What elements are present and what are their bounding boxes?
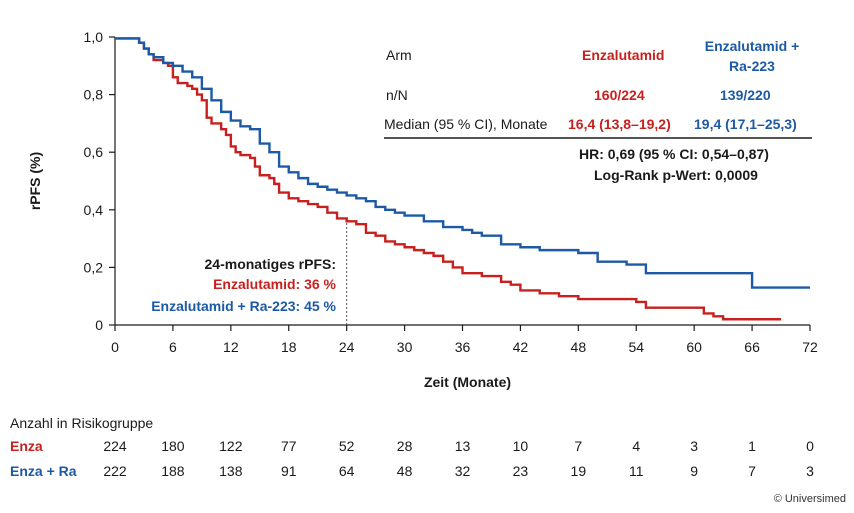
series-line-enzalutamid xyxy=(115,37,782,321)
risk-count-enzara: 32 xyxy=(454,463,471,479)
risk-count-enzara: 222 xyxy=(103,463,127,479)
risk-count-enzara: 138 xyxy=(219,463,243,479)
risk-table-title: Anzahl in Risikogruppe xyxy=(10,415,154,431)
x-tick-label: 18 xyxy=(281,339,297,355)
table-enzara-n: 139/220 xyxy=(720,87,771,103)
risk-count-enza: 52 xyxy=(338,438,355,454)
table-enza-median: 16,4 (13,8–19,2) xyxy=(568,116,671,132)
risk-count-enzara: 188 xyxy=(161,463,185,479)
y-tick-label: 0,6 xyxy=(84,144,104,160)
risk-count-enzara: 64 xyxy=(338,463,355,479)
risk-count-enzara: 3 xyxy=(806,463,814,479)
y-tick-label: 0,8 xyxy=(84,87,104,103)
table-arm-label: Arm xyxy=(386,47,412,63)
risk-count-enza: 0 xyxy=(806,438,814,454)
x-tick-label: 6 xyxy=(169,339,177,355)
risk-count-enzara: 48 xyxy=(396,463,413,479)
x-tick-label: 66 xyxy=(744,339,760,355)
risk-count-enzara: 23 xyxy=(512,463,529,479)
logrank-p-value: Log-Rank p-Wert: 0,0009 xyxy=(594,167,758,183)
risk-count-enza: 7 xyxy=(574,438,583,454)
x-tick-label: 30 xyxy=(397,339,413,355)
risk-count-enzara: 91 xyxy=(280,463,297,479)
annotation-title: 24-monatiges rPFS: xyxy=(204,256,336,272)
x-tick-label: 60 xyxy=(686,339,702,355)
table-enzara-name-line2: Ra-223 xyxy=(729,58,775,74)
risk-count-enza: 10 xyxy=(512,438,529,454)
x-tick-label: 72 xyxy=(802,339,818,355)
risk-count-enza: 3 xyxy=(690,438,699,454)
risk-count-enzara: 11 xyxy=(628,463,644,479)
table-enzara-median: 19,4 (17,1–25,3) xyxy=(694,116,797,132)
risk-count-enzara: 19 xyxy=(570,463,587,479)
risk-count-enza: 180 xyxy=(161,438,185,454)
risk-count-enzara: 7 xyxy=(748,463,756,479)
x-tick-label: 12 xyxy=(223,339,239,355)
risk-count-enza: 122 xyxy=(219,438,243,454)
x-tick-label: 24 xyxy=(339,339,355,355)
risk-count-enza: 13 xyxy=(454,438,471,454)
risk-count-enza: 77 xyxy=(280,438,297,454)
risk-label-enza: Enza xyxy=(10,438,43,454)
risk-count-enza: 1 xyxy=(748,438,756,454)
y-axis-label: rPFS (%) xyxy=(27,152,43,210)
table-enzara-name: Enzalutamid + Ra-223 xyxy=(692,36,812,76)
x-axis-label: Zeit (Monate) xyxy=(424,374,511,390)
x-tick-label: 0 xyxy=(111,339,119,355)
table-enza-n: 160/224 xyxy=(594,87,645,103)
x-tick-label: 42 xyxy=(513,339,529,355)
table-median-label: Median (95 % CI), Monate xyxy=(384,116,548,132)
hazard-ratio: HR: 0,69 (95 % CI: 0,54–0,87) xyxy=(579,146,769,162)
series-line-enzalutamid-ra223 xyxy=(115,37,810,289)
survival-chart: 0 6 12 18 24 30 36 42 48 54 60 66 72 0 0,2 0,4 0,6 0,8 1,0… xyxy=(27,29,818,390)
x-tick-label: 48 xyxy=(571,339,587,355)
annotation-enza: Enzalutamid: 36 % xyxy=(213,276,336,292)
x-tick-label: 54 xyxy=(628,339,644,355)
risk-count-enza: 224 xyxy=(103,438,127,454)
risk-label-enzara: Enza + Ra xyxy=(10,463,77,479)
x-tick-label: 36 xyxy=(455,339,471,355)
table-n-label: n/N xyxy=(386,87,408,103)
y-tick-label: 0 xyxy=(95,317,103,333)
y-tick-label: 0,2 xyxy=(84,259,104,275)
y-tick-label: 1,0 xyxy=(84,29,104,45)
copyright: © Universimed xyxy=(773,493,846,505)
risk-count-enzara: 9 xyxy=(690,463,699,479)
annotation-enzara: Enzalutamid + Ra-223: 45 % xyxy=(151,298,336,314)
y-tick-label: 0,4 xyxy=(84,202,104,218)
risk-count-enza: 4 xyxy=(632,438,641,454)
risk-count-enza: 28 xyxy=(396,438,413,454)
table-enzara-name-line1: Enzalutamid + xyxy=(704,38,800,54)
table-enza-name: Enzalutamid xyxy=(582,47,665,63)
